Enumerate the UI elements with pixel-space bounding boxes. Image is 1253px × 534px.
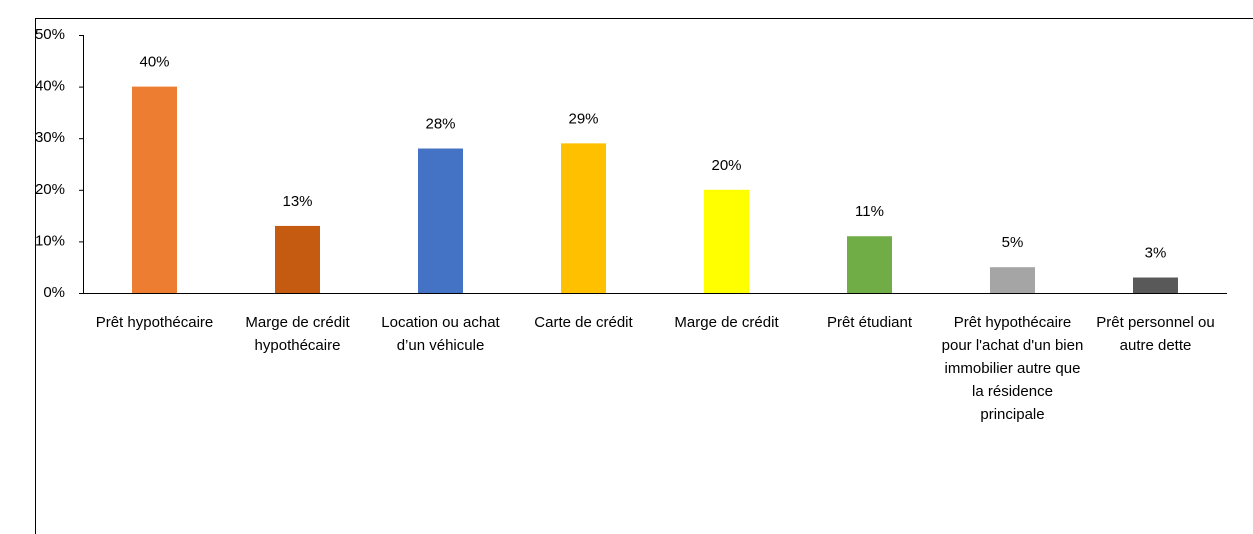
y-tick-label: 30% <box>35 129 65 146</box>
x-tick-label: Prêt hypothécaire <box>95 314 214 331</box>
y-tick-label: 20% <box>35 181 65 198</box>
bar <box>418 148 463 293</box>
value-label: 5% <box>1002 234 1024 251</box>
bar <box>704 189 749 293</box>
value-label: 3% <box>1145 244 1167 261</box>
value-label: 29% <box>568 110 598 127</box>
x-tick-label: Prêt personnel ou autre dette <box>1096 314 1215 354</box>
bar <box>561 143 606 293</box>
x-tick-label: Location ou achat d’un véhicule <box>381 314 500 354</box>
bar <box>275 225 320 293</box>
value-label: 20% <box>711 157 741 174</box>
x-tick-label: Prêt étudiant <box>826 314 913 331</box>
y-tick-label: 40% <box>35 78 65 95</box>
y-tick-label: 0% <box>43 284 65 301</box>
value-label: 28% <box>425 115 455 132</box>
x-tick-label: Carte de crédit <box>534 314 633 331</box>
x-tick-label: Marge de crédit <box>674 314 779 331</box>
x-tick-label: Marge de crédit hypothécaire <box>245 314 350 354</box>
bar <box>847 236 892 293</box>
bar <box>132 86 177 293</box>
value-label: 40% <box>139 54 169 71</box>
y-tick-label: 50% <box>35 26 65 43</box>
value-label: 11% <box>855 203 884 220</box>
x-tick-label: Prêt hypothécaire pour l'achat d'un bien… <box>941 314 1084 423</box>
bar <box>990 267 1035 293</box>
value-label: 13% <box>282 193 312 210</box>
bar <box>1133 277 1178 293</box>
y-tick-label: 10% <box>35 232 65 249</box>
